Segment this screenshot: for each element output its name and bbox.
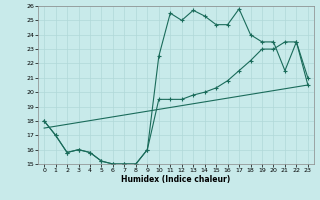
X-axis label: Humidex (Indice chaleur): Humidex (Indice chaleur) [121,175,231,184]
